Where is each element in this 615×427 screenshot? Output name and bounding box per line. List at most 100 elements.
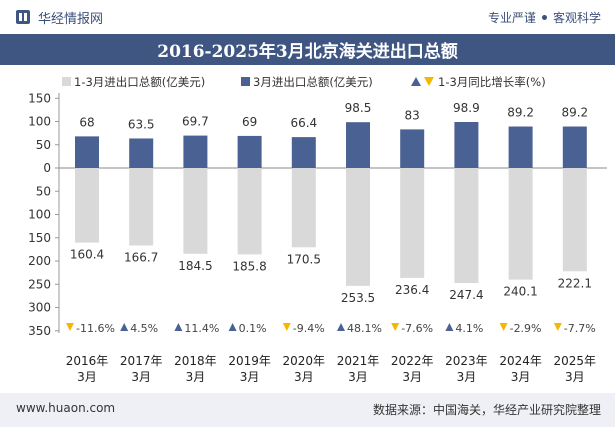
march-value-label: 98.9	[453, 101, 480, 115]
cumulative-bar	[454, 168, 479, 284]
x-category-label-month: 3月	[348, 370, 368, 384]
march-value-label: 83	[405, 108, 420, 122]
y-tick-label: 150	[28, 231, 51, 245]
march-bar	[508, 126, 533, 168]
cumulative-value-label: 222.1	[558, 276, 592, 290]
logo-icon	[16, 10, 30, 24]
growth-down-marker	[391, 323, 400, 331]
march-bar	[400, 129, 425, 168]
cumulative-bar	[75, 168, 99, 243]
x-category-label: 2021年	[337, 354, 380, 368]
growth-label: 4.5%	[130, 322, 158, 335]
growth-up-marker	[174, 323, 183, 331]
cumulative-value-label: 166.7	[124, 251, 158, 265]
growth-down-marker	[282, 323, 291, 331]
legend-swatch-march	[241, 77, 250, 86]
march-bar	[562, 126, 587, 168]
separator-dot	[541, 15, 547, 20]
tag-professional: 专业严谨	[487, 11, 536, 25]
growth-down-marker	[499, 323, 508, 331]
march-bar	[183, 135, 208, 168]
x-category-label: 2019年	[228, 354, 271, 368]
x-category-label: 2016年	[66, 354, 109, 368]
y-tick-label: 250	[28, 277, 51, 291]
x-category-label: 2024年	[499, 354, 542, 368]
y-tick-label: 200	[28, 254, 51, 268]
legend-label-growth: 1-3月同比增长率(%)	[438, 75, 546, 89]
x-category-label: 2018年	[174, 354, 217, 368]
growth-label: -11.6%	[76, 322, 115, 335]
cumulative-value-label: 253.5	[341, 291, 375, 305]
chart-title: 2016-2025年3月北京海关进出口总额	[157, 42, 458, 62]
cumulative-bar	[129, 168, 154, 246]
growth-up-marker	[228, 323, 237, 331]
cumulative-value-label: 236.4	[395, 283, 429, 297]
x-category-label-month: 3月	[77, 370, 97, 384]
legend-marker-up	[411, 77, 421, 86]
march-value-label: 63.5	[128, 117, 155, 131]
legend-swatch-cumulative	[62, 77, 71, 86]
y-tick-label: 100	[28, 208, 51, 222]
legend-label-cumulative: 1-3月进出口总额(亿美元)	[74, 75, 205, 89]
growth-down-marker	[66, 323, 74, 331]
march-value-label: 66.4	[290, 116, 317, 130]
footer-source: 数据来源：中国海关，华经产业研究院整理	[372, 403, 601, 417]
march-bar	[454, 122, 479, 168]
x-category-label-month: 3月	[294, 370, 314, 384]
march-value-label: 69	[242, 115, 257, 129]
x-category-label-month: 3月	[131, 370, 151, 384]
cumulative-bar	[400, 168, 425, 278]
y-tick-label: 150	[28, 91, 51, 105]
cumulative-value-label: 185.8	[232, 259, 266, 273]
tag-objective: 客观科学	[552, 11, 601, 25]
march-value-label: 68	[79, 115, 94, 129]
growth-label: 0.1%	[239, 322, 267, 335]
footer: www.huaon.com 数据来源：中国海关，华经产业研究院整理	[0, 393, 615, 427]
march-value-label: 98.5	[345, 101, 372, 115]
growth-label: 11.4%	[184, 322, 219, 335]
y-tick-label: 0	[43, 161, 51, 175]
growth-label: -7.7%	[564, 322, 596, 335]
growth-label: -9.4%	[293, 322, 325, 335]
x-category-label: 2022年	[391, 354, 434, 368]
x-category-label: 2020年	[283, 354, 326, 368]
x-category-label-month: 3月	[511, 370, 531, 384]
x-category-label-month: 3月	[186, 370, 206, 384]
growth-label: 4.1%	[455, 322, 483, 335]
brand-name: 华经情报网	[38, 12, 104, 27]
y-tick-label: 100	[28, 115, 51, 129]
top-bar: 华经情报网 专业严谨 客观科学	[0, 0, 615, 34]
cumulative-value-label: 184.5	[178, 259, 212, 273]
march-value-label: 69.7	[182, 115, 209, 129]
header-tags: 专业严谨 客观科学	[488, 9, 601, 26]
cumulative-bar	[237, 168, 262, 255]
x-category-label-month: 3月	[565, 370, 585, 384]
march-value-label: 89.2	[507, 106, 534, 120]
growth-up-marker	[337, 323, 345, 331]
chart: 1-3月进出口总额(亿美元) 3月进出口总额(亿美元) 1-3月同比增长率(%) 15…	[28, 75, 607, 384]
cumulative-bar	[508, 168, 533, 280]
x-category-label: 2023年	[445, 354, 488, 368]
growth-label: 48.1%	[347, 322, 382, 335]
x-category-label: 2017年	[120, 354, 163, 368]
y-tick-label: 50	[36, 138, 51, 152]
cumulative-bar	[346, 168, 370, 286]
march-value-label: 89.2	[561, 106, 588, 120]
march-bar	[75, 136, 99, 168]
title-bar: 2016-2025年3月北京海关进出口总额	[0, 34, 615, 65]
cumulative-value-label: 170.5	[287, 252, 321, 266]
growth-up-marker	[445, 323, 454, 331]
growth-label: -7.6%	[401, 322, 433, 335]
cumulative-value-label: 240.1	[503, 285, 537, 299]
legend-marker-down	[424, 77, 434, 86]
growth-label: -2.9%	[510, 322, 542, 335]
legend-label-march: 3月进出口总额(亿美元)	[253, 75, 373, 89]
footer-url[interactable]: www.huaon.com	[16, 401, 116, 415]
cumulative-bar	[291, 168, 316, 248]
x-category-label-month: 3月	[402, 370, 422, 384]
x-category-label-month: 3月	[457, 370, 477, 384]
x-category-label-month: 3月	[240, 370, 260, 384]
march-bar	[129, 138, 154, 168]
y-tick-label: 350	[28, 324, 51, 338]
y-tick-label: 50	[36, 184, 51, 198]
